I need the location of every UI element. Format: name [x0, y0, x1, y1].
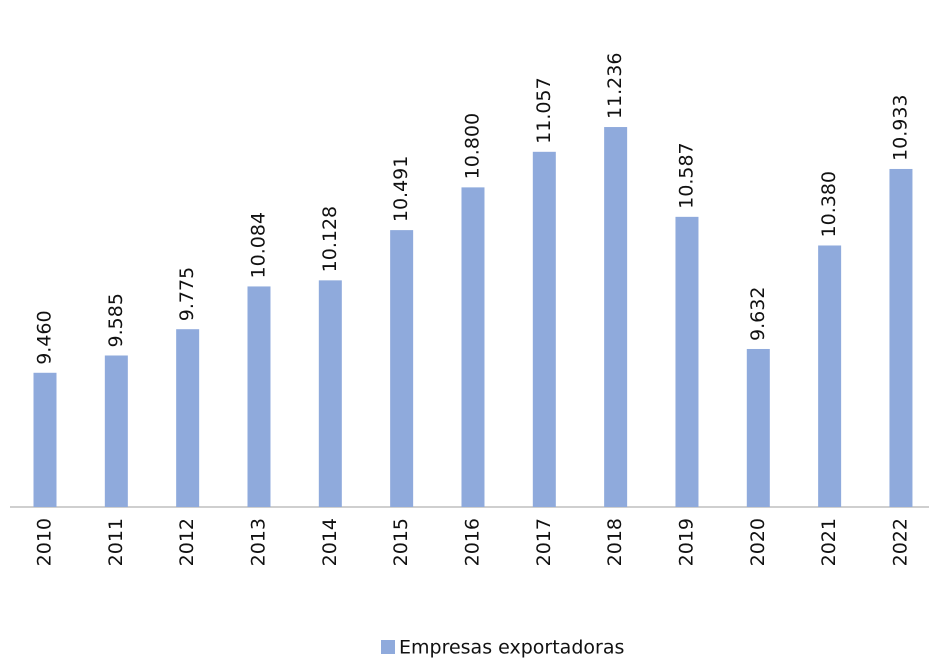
bar [176, 329, 200, 507]
bar [889, 168, 913, 507]
legend-label: Empresas exportadoras [399, 637, 624, 658]
x-tick-label: 2022 [889, 518, 911, 566]
bar [461, 187, 485, 507]
value-label: 10.933 [889, 94, 911, 160]
x-tick-label: 2021 [818, 518, 840, 566]
x-tick-label: 2016 [461, 518, 483, 566]
value-label: 11.236 [604, 53, 626, 119]
bar [104, 355, 128, 507]
bar [818, 245, 842, 507]
legend-swatch [381, 640, 395, 654]
value-label: 10.587 [675, 142, 697, 208]
value-label: 9.775 [176, 267, 198, 321]
bar [746, 348, 770, 507]
value-label: 10.491 [390, 156, 412, 222]
bar [675, 216, 699, 507]
x-tick-label: 2018 [604, 518, 626, 566]
bar [247, 286, 271, 507]
x-tick-label: 2019 [675, 518, 697, 566]
x-tick-label: 2013 [247, 518, 269, 566]
value-label: 9.460 [34, 310, 56, 364]
value-label: 10.084 [247, 212, 269, 278]
x-tick-label: 2017 [533, 518, 555, 566]
value-label: 11.057 [533, 77, 555, 143]
value-label: 10.380 [818, 171, 840, 237]
bar [318, 280, 342, 507]
x-tick-label: 2014 [319, 518, 341, 566]
x-tick-label: 2010 [34, 518, 56, 566]
x-tick-label: 2015 [390, 518, 412, 566]
bar [33, 372, 57, 507]
bar [604, 127, 628, 507]
value-label: 9.585 [105, 293, 127, 347]
value-label: 10.800 [461, 113, 483, 179]
x-tick-label: 2012 [176, 518, 198, 566]
value-label: 10.128 [319, 206, 341, 272]
x-tick-label: 2020 [747, 518, 769, 566]
value-label: 9.632 [747, 287, 769, 341]
x-tick-label: 2011 [105, 518, 127, 566]
bar [532, 151, 556, 507]
bar [390, 230, 414, 508]
